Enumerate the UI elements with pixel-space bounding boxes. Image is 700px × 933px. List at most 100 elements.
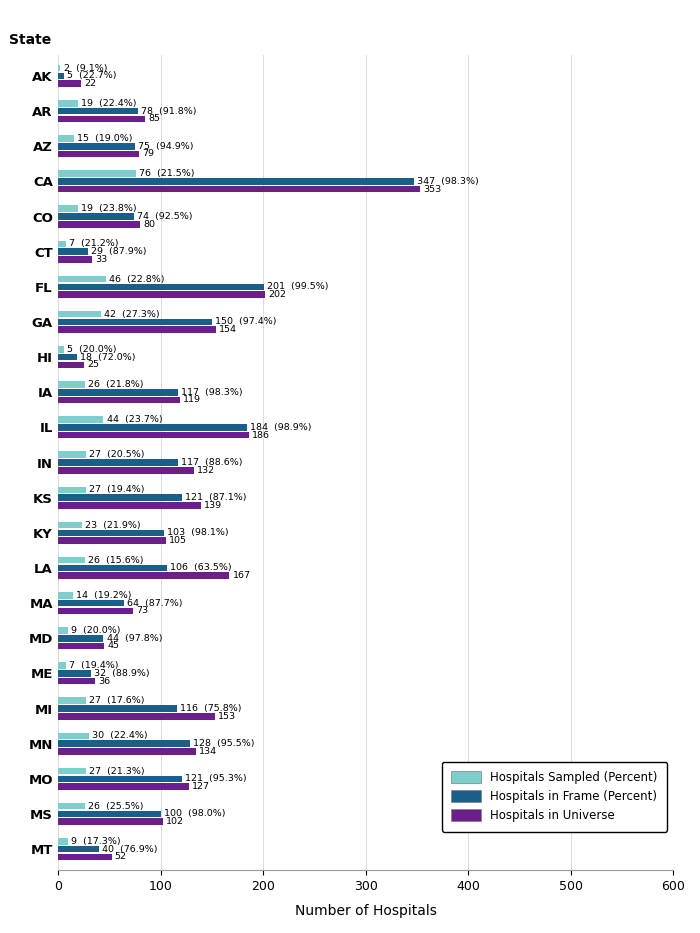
Text: 26  (25.5%): 26 (25.5%) xyxy=(88,801,144,811)
Bar xyxy=(58,466,194,474)
Text: 105: 105 xyxy=(169,536,187,545)
Text: 32  (88.9%): 32 (88.9%) xyxy=(94,669,150,678)
Bar xyxy=(58,635,104,642)
Bar xyxy=(58,572,230,579)
Bar xyxy=(58,748,196,755)
Text: 74  (92.5%): 74 (92.5%) xyxy=(137,212,193,221)
Bar xyxy=(58,241,66,247)
Bar xyxy=(58,698,86,704)
Bar xyxy=(58,311,102,317)
Bar xyxy=(58,416,104,423)
Bar xyxy=(58,803,85,810)
Text: 29  (87.9%): 29 (87.9%) xyxy=(91,247,147,257)
Text: 64  (87.7%): 64 (87.7%) xyxy=(127,599,183,607)
Bar xyxy=(58,425,247,431)
Text: 27  (20.5%): 27 (20.5%) xyxy=(89,451,145,459)
Bar xyxy=(58,382,85,388)
Bar xyxy=(58,713,215,719)
Text: 26  (15.6%): 26 (15.6%) xyxy=(88,556,144,564)
Bar xyxy=(58,846,99,853)
Bar xyxy=(58,432,249,439)
Bar xyxy=(58,783,188,790)
Bar xyxy=(58,705,177,712)
Bar xyxy=(58,811,161,817)
Bar xyxy=(58,221,141,228)
Bar xyxy=(58,256,92,263)
Text: 79: 79 xyxy=(142,149,155,159)
Bar xyxy=(58,319,212,326)
Bar xyxy=(58,80,81,87)
Text: 75  (94.9%): 75 (94.9%) xyxy=(139,142,194,151)
Text: 347  (98.3%): 347 (98.3%) xyxy=(417,177,479,186)
Text: 121  (95.3%): 121 (95.3%) xyxy=(186,774,247,784)
Text: 44  (97.8%): 44 (97.8%) xyxy=(106,634,162,643)
Bar xyxy=(58,775,183,782)
Text: 184  (98.9%): 184 (98.9%) xyxy=(250,423,312,432)
Text: 46  (22.8%): 46 (22.8%) xyxy=(108,274,164,284)
Bar xyxy=(58,838,68,844)
Bar xyxy=(58,677,95,685)
X-axis label: Number of Hospitals: Number of Hospitals xyxy=(295,904,437,918)
Bar xyxy=(58,116,146,122)
Text: 132: 132 xyxy=(197,466,215,475)
Text: 15  (19.0%): 15 (19.0%) xyxy=(77,134,132,143)
Bar xyxy=(58,643,104,649)
Bar xyxy=(58,494,183,501)
Bar xyxy=(58,818,163,825)
Text: State: State xyxy=(9,33,52,47)
Text: 103  (98.1%): 103 (98.1%) xyxy=(167,528,229,537)
Text: 18  (72.0%): 18 (72.0%) xyxy=(80,353,135,362)
Bar xyxy=(58,150,139,158)
Bar xyxy=(58,607,133,614)
Bar xyxy=(58,276,106,283)
Text: 27  (21.3%): 27 (21.3%) xyxy=(89,767,145,775)
Text: 5  (20.0%): 5 (20.0%) xyxy=(66,345,116,354)
Bar xyxy=(58,557,85,564)
Text: 73: 73 xyxy=(136,606,148,615)
Bar xyxy=(58,564,167,571)
Bar xyxy=(58,205,78,212)
Text: 52: 52 xyxy=(115,853,127,861)
Text: 9  (17.3%): 9 (17.3%) xyxy=(71,837,120,846)
Text: 117  (98.3%): 117 (98.3%) xyxy=(181,388,243,397)
Bar xyxy=(58,135,74,142)
Bar xyxy=(58,487,86,494)
Text: 44  (23.7%): 44 (23.7%) xyxy=(106,415,162,425)
Text: 167: 167 xyxy=(232,571,251,580)
Text: 27  (19.4%): 27 (19.4%) xyxy=(89,485,145,494)
Text: 27  (17.6%): 27 (17.6%) xyxy=(89,696,145,705)
Bar xyxy=(58,143,135,149)
Text: 7  (21.2%): 7 (21.2%) xyxy=(69,240,118,248)
Text: 76  (21.5%): 76 (21.5%) xyxy=(139,169,195,178)
Text: 139: 139 xyxy=(204,501,222,509)
Text: 153: 153 xyxy=(218,712,237,720)
Text: 106  (63.5%): 106 (63.5%) xyxy=(170,564,232,573)
Text: 121  (87.1%): 121 (87.1%) xyxy=(186,494,247,502)
Text: 7  (19.4%): 7 (19.4%) xyxy=(69,661,118,670)
Legend: Hospitals Sampled (Percent), Hospitals in Frame (Percent), Hospitals in Universe: Hospitals Sampled (Percent), Hospitals i… xyxy=(442,762,667,831)
Bar xyxy=(58,108,139,115)
Text: 26  (21.8%): 26 (21.8%) xyxy=(88,380,144,389)
Bar xyxy=(58,670,91,676)
Bar xyxy=(58,178,414,185)
Text: 353: 353 xyxy=(423,185,441,193)
Text: 2  (9.1%): 2 (9.1%) xyxy=(64,63,107,73)
Text: 19  (22.4%): 19 (22.4%) xyxy=(81,99,136,108)
Text: 42  (27.3%): 42 (27.3%) xyxy=(104,310,160,319)
Text: 186: 186 xyxy=(252,431,270,439)
Bar xyxy=(58,854,112,860)
Bar xyxy=(58,459,178,466)
Bar xyxy=(58,502,201,508)
Bar xyxy=(58,537,166,544)
Bar xyxy=(58,600,124,606)
Text: 9  (20.0%): 9 (20.0%) xyxy=(71,626,120,635)
Text: 119: 119 xyxy=(183,396,202,404)
Text: 102: 102 xyxy=(166,817,184,826)
Text: 128  (95.5%): 128 (95.5%) xyxy=(193,739,254,748)
Text: 127: 127 xyxy=(192,782,209,791)
Text: 100  (98.0%): 100 (98.0%) xyxy=(164,810,225,818)
Bar xyxy=(58,662,66,669)
Bar xyxy=(58,389,178,396)
Text: 80: 80 xyxy=(144,220,155,229)
Bar xyxy=(58,592,73,599)
